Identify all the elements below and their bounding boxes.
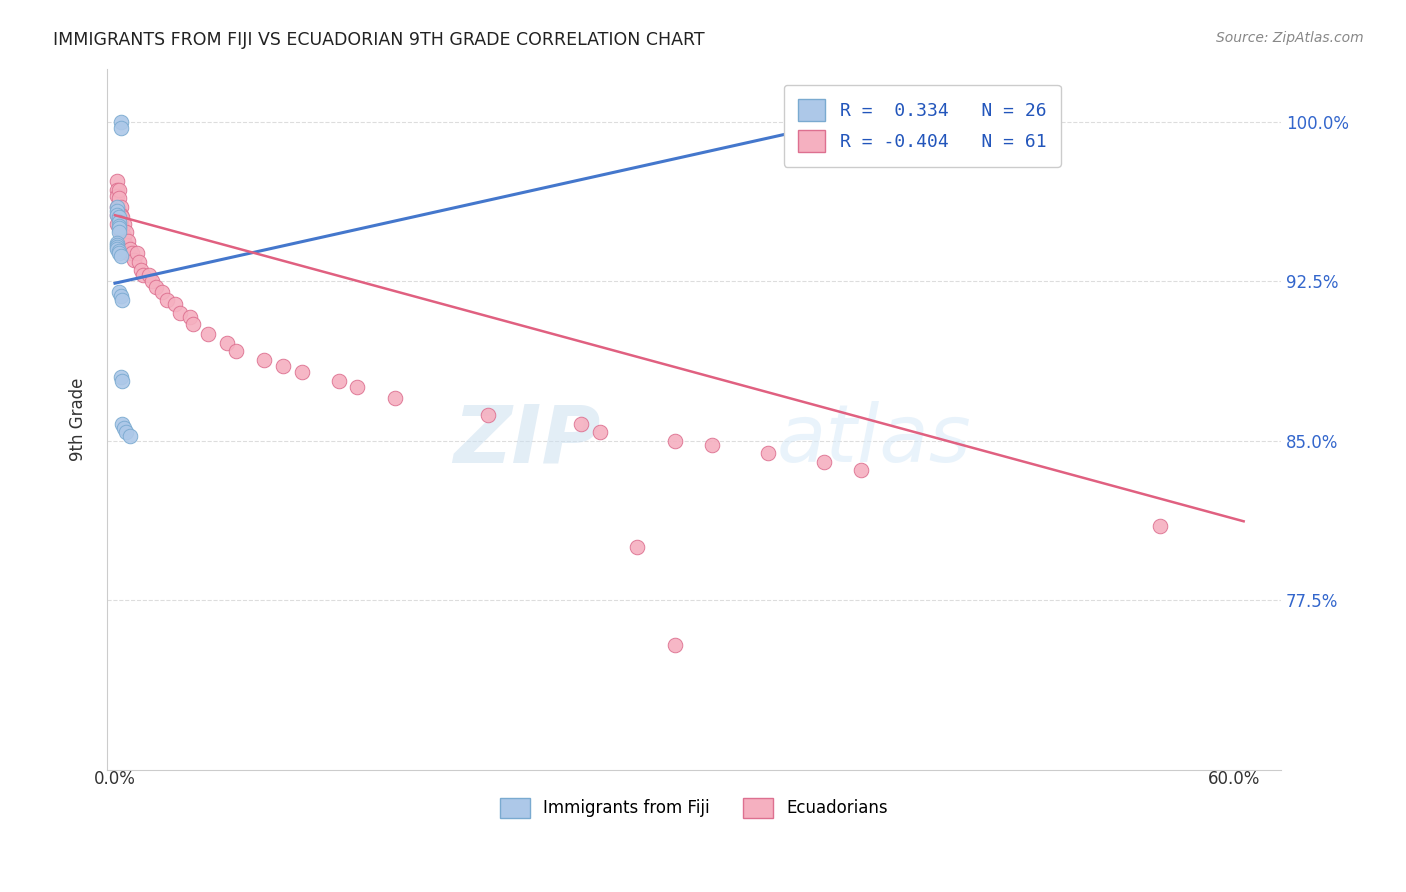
Point — [197, 327, 219, 342]
Point — [110, 217, 132, 231]
Point — [115, 225, 138, 239]
Point — [121, 246, 143, 260]
Point — [110, 200, 132, 214]
Text: atlas: atlas — [776, 401, 972, 479]
Point — [290, 366, 312, 380]
Point — [589, 425, 612, 439]
Point — [664, 434, 686, 448]
Point — [111, 293, 134, 308]
Point — [117, 246, 139, 260]
Point — [179, 310, 201, 325]
Point — [569, 417, 592, 431]
Point — [110, 289, 132, 303]
Point — [813, 455, 835, 469]
Point — [129, 263, 152, 277]
Point — [215, 335, 238, 350]
Legend: Immigrants from Fiji, Ecuadorians: Immigrants from Fiji, Ecuadorians — [494, 791, 896, 825]
Point — [700, 438, 723, 452]
Point — [225, 344, 247, 359]
Point — [328, 374, 350, 388]
Point — [105, 200, 128, 214]
Point — [477, 408, 499, 422]
Point — [105, 189, 128, 203]
Point — [105, 240, 128, 254]
Point — [110, 225, 132, 239]
Point — [138, 268, 160, 282]
Point — [110, 234, 132, 248]
Point — [145, 280, 167, 294]
Point — [110, 114, 132, 128]
Point — [105, 208, 128, 222]
Point — [111, 374, 134, 388]
Point — [107, 203, 129, 218]
Point — [107, 219, 129, 233]
Point — [110, 369, 132, 384]
Text: ZIP: ZIP — [453, 401, 600, 479]
Point — [664, 638, 686, 652]
Text: 0.0%: 0.0% — [94, 770, 136, 788]
Point — [1149, 518, 1171, 533]
Point — [105, 217, 128, 231]
Point — [253, 352, 276, 367]
Point — [111, 211, 134, 225]
Point — [112, 238, 135, 252]
Point — [115, 425, 138, 439]
Text: IMMIGRANTS FROM FIJI VS ECUADORIAN 9TH GRADE CORRELATION CHART: IMMIGRANTS FROM FIJI VS ECUADORIAN 9TH G… — [53, 31, 704, 49]
Point — [115, 238, 138, 252]
Point — [346, 380, 368, 394]
Point — [105, 208, 128, 222]
Point — [107, 221, 129, 235]
Point — [105, 183, 128, 197]
Point — [105, 235, 128, 250]
Point — [118, 242, 141, 256]
Point — [111, 231, 134, 245]
Point — [107, 211, 129, 225]
Point — [112, 217, 135, 231]
Point — [141, 274, 163, 288]
Point — [107, 221, 129, 235]
Point — [105, 242, 128, 256]
Point — [105, 238, 128, 252]
Text: 60.0%: 60.0% — [1208, 770, 1261, 788]
Point — [163, 297, 186, 311]
Text: 9th Grade: 9th Grade — [69, 377, 87, 461]
Point — [107, 246, 129, 260]
Point — [117, 234, 139, 248]
Point — [156, 293, 179, 308]
Point — [132, 268, 155, 282]
Point — [110, 249, 132, 263]
Text: Source: ZipAtlas.com: Source: ZipAtlas.com — [1216, 31, 1364, 45]
Point — [127, 246, 149, 260]
Point — [105, 200, 128, 214]
Point — [105, 203, 128, 218]
Point — [107, 183, 129, 197]
Point — [107, 212, 129, 227]
Point — [851, 463, 873, 477]
Point — [110, 121, 132, 136]
Point — [271, 359, 294, 373]
Point — [626, 540, 648, 554]
Point — [105, 174, 128, 188]
Point — [118, 429, 141, 443]
Point — [122, 252, 145, 267]
Point — [128, 255, 150, 269]
Point — [112, 229, 135, 244]
Point — [107, 191, 129, 205]
Point — [111, 242, 134, 256]
Point — [107, 225, 129, 239]
Point — [112, 421, 135, 435]
Point — [107, 214, 129, 228]
Point — [169, 306, 191, 320]
Point — [111, 221, 134, 235]
Point — [107, 285, 129, 299]
Point — [111, 417, 134, 431]
Point — [110, 208, 132, 222]
Point — [181, 317, 204, 331]
Point — [107, 244, 129, 259]
Point — [756, 446, 779, 460]
Point — [384, 391, 406, 405]
Point — [150, 285, 173, 299]
